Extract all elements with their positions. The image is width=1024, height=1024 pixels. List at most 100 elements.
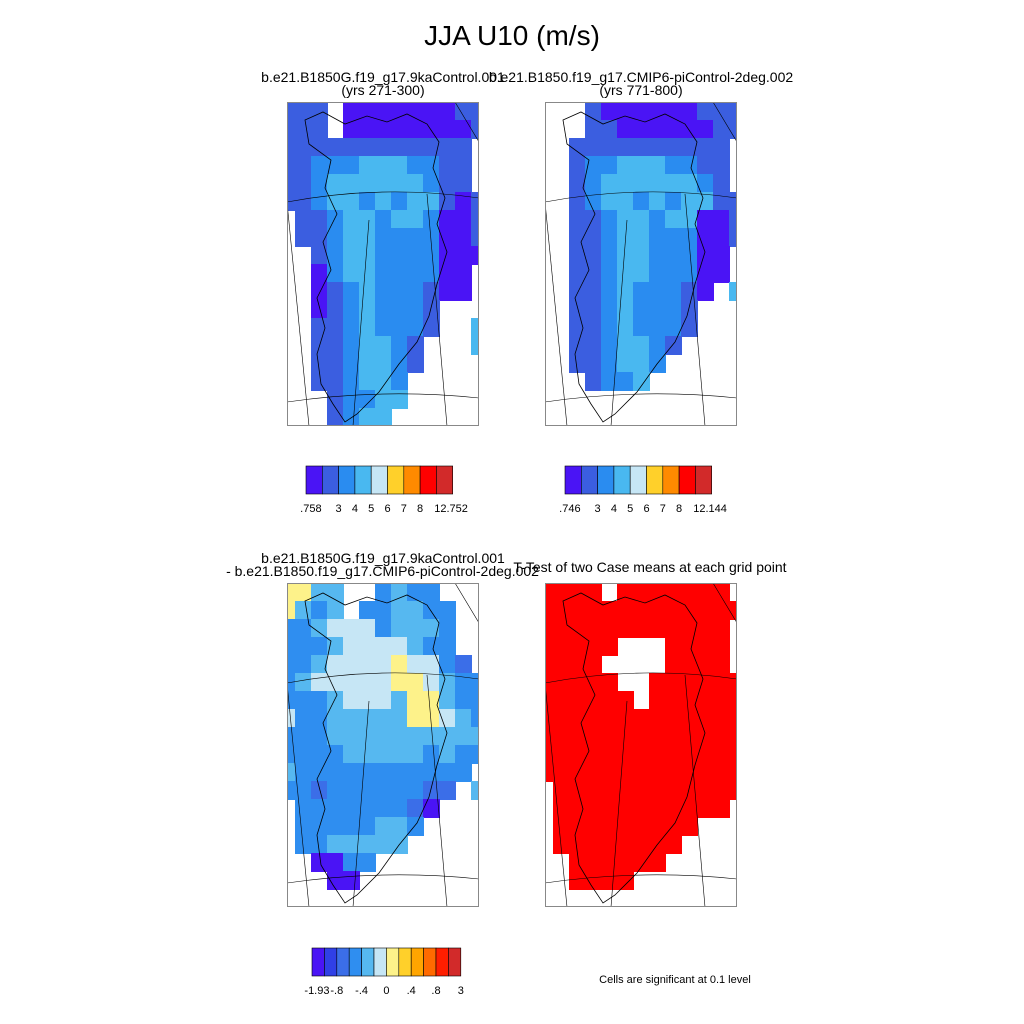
map-a-cell xyxy=(327,264,344,283)
map-a-cell xyxy=(455,174,472,193)
map-d-cell xyxy=(601,673,618,692)
map-b-cell xyxy=(601,246,618,265)
colorbar-c-tick-label: .8 xyxy=(431,985,440,997)
map-a-cell xyxy=(455,102,472,121)
panel-c-title-line2: - b.e21.B1850.f19_g17.CMIP6-piControl-2d… xyxy=(226,563,539,579)
map-b-cell xyxy=(601,228,618,247)
map-d-cell xyxy=(569,727,586,746)
colorbar-a-tick-label: 12.752 xyxy=(434,503,468,515)
map-d-cell xyxy=(665,673,682,692)
map-b-cell xyxy=(585,138,602,157)
map-a-cell xyxy=(311,300,328,319)
map-a-cell xyxy=(439,282,456,301)
map-c-cell xyxy=(407,799,424,818)
map-b-latitude-line xyxy=(545,393,737,403)
map-a-cell xyxy=(407,228,424,247)
map-d-cell xyxy=(649,799,666,818)
map-c-cell xyxy=(287,655,296,674)
map-c-cell xyxy=(295,637,312,656)
map-d-cell xyxy=(697,673,714,692)
map-d-cell xyxy=(553,835,570,854)
map-c-cell xyxy=(391,691,408,710)
map-a-cell xyxy=(327,354,344,373)
map-d-cell xyxy=(601,871,618,890)
map-b-cell xyxy=(665,120,682,139)
map-a-cell xyxy=(359,300,376,319)
map-a-cell xyxy=(295,210,312,229)
map-b-cell xyxy=(633,120,650,139)
map-d-cell xyxy=(681,655,698,674)
map-c-cell xyxy=(471,691,479,710)
map-d-cell xyxy=(633,799,650,818)
map-d-cell xyxy=(729,709,737,728)
colorbar-c-swatch xyxy=(435,947,449,977)
map-c-cell xyxy=(391,655,408,674)
map-a-cell xyxy=(375,282,392,301)
map-b-cell xyxy=(697,210,714,229)
map-b-cell xyxy=(681,156,698,175)
map-c-meridian xyxy=(454,583,479,624)
map-a-cell xyxy=(327,210,344,229)
map-d-cell xyxy=(649,691,666,710)
map-d-cell xyxy=(569,601,586,620)
map-a-cell xyxy=(287,120,296,139)
colorbar-b-swatch xyxy=(597,465,615,495)
map-d-cell xyxy=(553,709,570,728)
map-a-cell xyxy=(391,156,408,175)
map-a-cell xyxy=(439,246,456,265)
map-b-cell xyxy=(713,120,730,139)
map-d-cell xyxy=(617,763,634,782)
map-b-cell xyxy=(649,174,666,193)
map-d-cell xyxy=(617,817,634,836)
map-a-cell xyxy=(287,138,296,157)
map-a-cell xyxy=(311,174,328,193)
map-b-cell xyxy=(569,300,586,319)
map-d-cell xyxy=(585,871,602,890)
map-b-cell xyxy=(665,156,682,175)
map-b-cell xyxy=(601,174,618,193)
map-c-cell xyxy=(439,763,456,782)
map-d-cell xyxy=(585,583,602,602)
map-d-cell xyxy=(545,673,554,692)
map-a-cell xyxy=(375,300,392,319)
map-c-cell xyxy=(375,691,392,710)
map-d-cell xyxy=(585,601,602,620)
map-panel-d xyxy=(545,583,737,907)
map-d-cell xyxy=(569,763,586,782)
map-d-meridian xyxy=(545,682,568,907)
colorbar-a: .758 3 4 5 6 7 8 12.752 xyxy=(300,465,468,515)
map-b-cell xyxy=(633,210,650,229)
colorbar-a-swatch xyxy=(305,465,323,495)
map-a-cell xyxy=(423,174,440,193)
map-c-cell xyxy=(407,817,424,836)
map-a-cell xyxy=(391,138,408,157)
map-b-cell xyxy=(585,372,602,391)
map-b-cell xyxy=(569,174,586,193)
map-a-cell xyxy=(311,120,328,139)
map-d-cell xyxy=(713,601,730,620)
map-c-cell xyxy=(295,799,312,818)
colorbar-c: -1.93 -.8 -.4 0 .4 .8 3 xyxy=(304,947,464,997)
map-c-cell xyxy=(375,781,392,800)
map-c-cell xyxy=(295,763,312,782)
map-d-cell xyxy=(569,691,586,710)
map-c-cell xyxy=(327,817,344,836)
map-c-cell xyxy=(287,709,296,728)
map-c-cell xyxy=(407,673,424,692)
map-d-cell xyxy=(585,619,602,638)
colorbar-b-tick-label: 5 xyxy=(627,503,633,515)
map-c-cell xyxy=(439,655,456,674)
map-b-cell xyxy=(713,156,730,175)
map-a-cell xyxy=(375,210,392,229)
map-a-cell xyxy=(359,192,376,211)
map-c-cell xyxy=(327,745,344,764)
map-d-cell xyxy=(553,619,570,638)
map-d-cell xyxy=(585,745,602,764)
map-a-cell xyxy=(295,174,312,193)
map-a-cell xyxy=(343,192,360,211)
map-a-cell xyxy=(471,120,479,139)
map-a-cell xyxy=(359,318,376,337)
map-d-cell xyxy=(697,601,714,620)
map-d-cell xyxy=(553,745,570,764)
map-a-latitude-line xyxy=(287,191,479,203)
